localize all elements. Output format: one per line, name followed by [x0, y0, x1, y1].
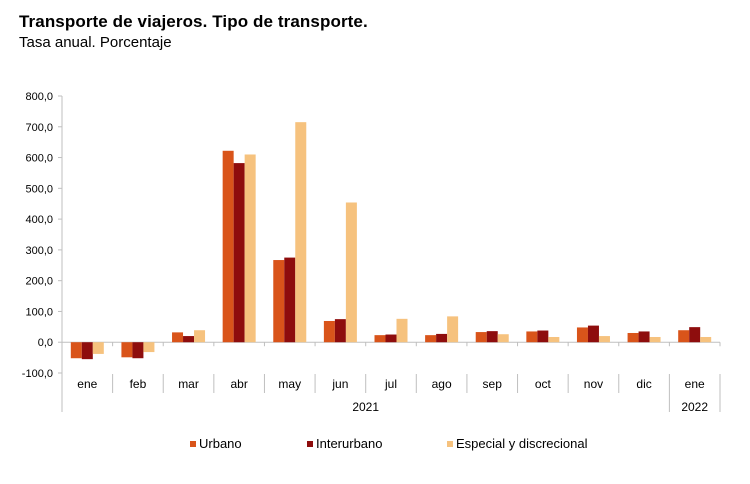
x-category-label: oct: [535, 377, 552, 391]
y-tick-label: 0,0: [38, 337, 53, 349]
legend-label-interurbano: Interurbano: [316, 436, 383, 451]
bar-urbano: [121, 342, 133, 358]
y-tick-label: 500,0: [25, 183, 53, 195]
bar-especial-y-discrecional: [396, 318, 408, 343]
x-category-label: ago: [432, 377, 452, 391]
legend-item-especial: Especial y discrecional: [447, 436, 588, 451]
bar-especial-y-discrecional: [92, 342, 104, 354]
bar-interurbano: [385, 334, 397, 343]
x-year-label: 2022: [681, 400, 708, 414]
bar-especial-y-discrecional: [345, 202, 357, 343]
bar-interurbano: [537, 330, 549, 343]
y-tick-label: 200,0: [25, 276, 53, 288]
bar-especial-y-discrecional: [244, 154, 256, 343]
y-tick-label: 300,0: [25, 245, 53, 257]
bar-urbano: [627, 332, 639, 343]
bar-urbano: [425, 335, 437, 343]
legend-swatch-interurbano: [307, 440, 313, 447]
bar-interurbano: [334, 319, 346, 343]
legend-swatch-especial: [447, 440, 453, 447]
chart-subtitle: Tasa anual. Porcentaje: [19, 34, 172, 51]
bar-interurbano: [638, 331, 650, 343]
axes: [58, 95, 721, 412]
bar-especial-y-discrecional: [447, 316, 459, 343]
x-category-label: sep: [483, 377, 503, 391]
x-category-label: ene: [77, 377, 97, 391]
bar-especial-y-discrecional: [700, 336, 712, 343]
bar-urbano: [475, 332, 487, 343]
x-category-label: jul: [384, 377, 397, 391]
bar-interurbano: [486, 331, 498, 343]
bar-interurbano: [689, 327, 701, 343]
bar-urbano: [273, 260, 285, 343]
legend-label-urbano: Urbano: [199, 436, 242, 451]
bar-interurbano: [132, 342, 144, 359]
legend-item-urbano: Urbano: [190, 436, 242, 451]
x-category-label: ene: [685, 377, 705, 391]
x-category-label: may: [278, 377, 301, 391]
chart-title: Transporte de viajeros. Tipo de transpor…: [19, 12, 368, 31]
y-tick-label: 100,0: [25, 306, 53, 318]
bar-especial-y-discrecional: [143, 342, 155, 353]
legend-label-especial: Especial y discrecional: [456, 436, 588, 451]
bar-urbano: [526, 331, 538, 343]
legend-swatch-urbano: [190, 440, 196, 447]
bar-urbano: [576, 327, 588, 343]
y-tick-label: 800,0: [25, 91, 53, 103]
bar-especial-y-discrecional: [497, 334, 509, 343]
bar-urbano: [323, 320, 335, 343]
y-tick-label: 700,0: [25, 122, 53, 134]
bar-interurbano: [587, 325, 599, 343]
bar-urbano: [222, 150, 234, 343]
bar-urbano: [374, 335, 386, 343]
y-tick-label: 400,0: [25, 214, 53, 226]
x-category-label: nov: [584, 377, 603, 391]
bar-interurbano: [81, 342, 93, 360]
bar-urbano: [70, 342, 82, 359]
bar-especial-y-discrecional: [598, 336, 610, 343]
y-tick-label: -100,0: [22, 368, 53, 380]
bar-interurbano: [233, 163, 245, 343]
y-tick-label: 600,0: [25, 153, 53, 165]
bar-interurbano: [436, 333, 448, 343]
bar-especial-y-discrecional: [295, 122, 307, 343]
bar-especial-y-discrecional: [649, 336, 661, 343]
bar-urbano: [678, 330, 690, 343]
legend-item-interurbano: Interurbano: [307, 436, 383, 451]
bars: [70, 122, 712, 360]
bar-interurbano: [284, 257, 296, 343]
x-category-label: feb: [130, 377, 147, 391]
bar-especial-y-discrecional: [194, 330, 206, 343]
x-year-label: 2021: [352, 400, 379, 414]
bar-especial-y-discrecional: [548, 336, 560, 343]
x-category-label: dic: [636, 377, 651, 391]
bar-urbano: [172, 332, 184, 343]
x-category-label: mar: [178, 377, 199, 391]
labels: 800,0 700,0 600,0 500,0 400,0 300,0 200,0 100,0…: [22, 91, 709, 414]
x-category-label: abr: [230, 377, 247, 391]
bar-interurbano: [183, 336, 195, 343]
legend: Urbano Interurbano Especial y discrecion…: [0, 436, 750, 454]
x-category-label: jun: [331, 377, 348, 391]
